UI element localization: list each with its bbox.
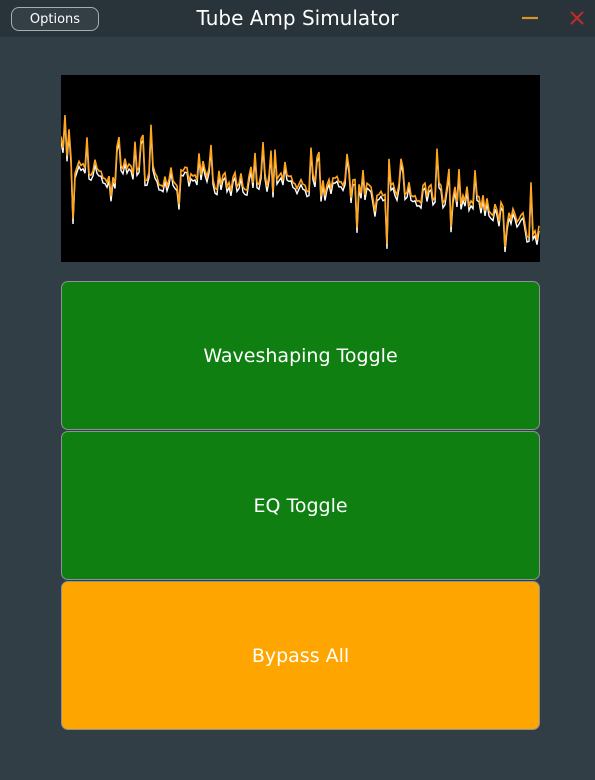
bypass-all-label: Bypass All (251, 644, 350, 667)
waveshaping-toggle-button[interactable]: Waveshaping Toggle (61, 281, 540, 430)
eq-toggle-label: EQ Toggle (253, 494, 348, 517)
waveshaping-toggle-label: Waveshaping Toggle (203, 344, 398, 367)
bypass-all-button[interactable]: Bypass All (61, 581, 540, 730)
title-bar: Options Tube Amp Simulator (0, 0, 595, 37)
spectrum-trace-output (61, 114, 540, 248)
close-button[interactable] (564, 4, 590, 32)
spectrum-analyzer (61, 75, 540, 262)
minimize-icon (522, 16, 538, 20)
close-icon (570, 11, 584, 25)
spectrum-trace-input (61, 119, 540, 253)
options-button[interactable]: Options (11, 7, 99, 31)
eq-toggle-button[interactable]: EQ Toggle (61, 431, 540, 580)
minimize-button[interactable] (517, 4, 543, 32)
